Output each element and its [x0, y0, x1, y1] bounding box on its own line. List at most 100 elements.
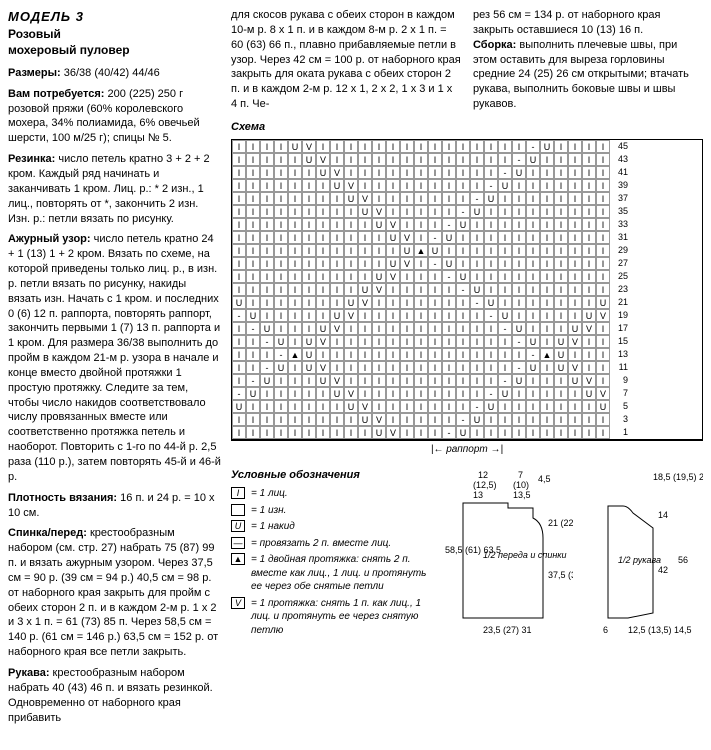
chart-cell: I — [372, 179, 386, 192]
chart-cell: I — [484, 283, 498, 296]
chart-cell: - — [526, 348, 540, 361]
chart-cell: I — [568, 387, 582, 400]
chart-cell: I — [232, 335, 246, 348]
chart-cell: I — [260, 179, 274, 192]
chart-cell: U — [288, 140, 302, 153]
chart-cell: V — [358, 400, 372, 413]
chart-cell: I — [484, 374, 498, 387]
chart-cell: I — [400, 166, 414, 179]
chart-cell: I — [498, 231, 512, 244]
chart-cell: I — [386, 140, 400, 153]
chart-cell: I — [246, 296, 260, 309]
chart-cell: I — [372, 257, 386, 270]
chart-cell: I — [582, 231, 596, 244]
chart-cell: I — [344, 153, 358, 166]
chart-cell: I — [526, 166, 540, 179]
chart-cell: I — [316, 244, 330, 257]
chart-cell: U — [526, 361, 540, 374]
chart-cell: - — [456, 283, 470, 296]
chart-cell: U — [344, 400, 358, 413]
chart-cell: V — [316, 335, 330, 348]
svg-text:56: 56 — [678, 555, 688, 565]
chart-cell: U — [232, 400, 246, 413]
chart-cell: I — [274, 140, 288, 153]
chart-cell: I — [414, 426, 428, 439]
chart-cell: I — [386, 153, 400, 166]
chart-cell: I — [386, 400, 400, 413]
chart-cell: V — [372, 413, 386, 426]
chart-cell: I — [288, 335, 302, 348]
chart-cell: I — [554, 413, 568, 426]
chart-cell: I — [442, 296, 456, 309]
chart-cell: I — [344, 244, 358, 257]
chart-cell: I — [526, 400, 540, 413]
chart-cell: I — [358, 348, 372, 361]
chart-cell: - — [484, 179, 498, 192]
chart-cell: U — [456, 270, 470, 283]
chart-cell: I — [470, 426, 484, 439]
chart-cell: U — [568, 322, 582, 335]
chart-cell: I — [596, 231, 610, 244]
chart-cell: I — [526, 322, 540, 335]
chart-cell: I — [372, 387, 386, 400]
chart-cell: I — [288, 231, 302, 244]
chart-cell: I — [372, 374, 386, 387]
chart-cell: I — [232, 283, 246, 296]
chart-cell: I — [526, 283, 540, 296]
chart-cell: I — [414, 205, 428, 218]
chart-cell: I — [596, 361, 610, 374]
chart-cell: I — [414, 218, 428, 231]
chart-cell: - — [470, 192, 484, 205]
chart-cell: I — [302, 166, 316, 179]
chart-cell: I — [400, 179, 414, 192]
chart-cell: I — [596, 244, 610, 257]
chart-cell: I — [358, 244, 372, 257]
chart-cell: I — [414, 140, 428, 153]
svg-text:18,5 (19,5) 20,5: 18,5 (19,5) 20,5 — [653, 472, 703, 482]
chart-cell: I — [428, 296, 442, 309]
chart-cell: I — [260, 348, 274, 361]
chart-cell: I — [582, 283, 596, 296]
chart-cell: I — [232, 140, 246, 153]
chart-cell: I — [274, 257, 288, 270]
chart-cell: I — [512, 387, 526, 400]
chart-cell: I — [442, 179, 456, 192]
chart-row-num: 23 — [610, 283, 628, 296]
chart-cell: U — [470, 283, 484, 296]
chart-cell: I — [526, 270, 540, 283]
chart-cell: I — [414, 413, 428, 426]
chart-cell: I — [302, 426, 316, 439]
chart-cell: I — [302, 231, 316, 244]
chart-cell: I — [330, 192, 344, 205]
chart-cell: I — [428, 153, 442, 166]
chart-cell: I — [456, 179, 470, 192]
legend-row: V= 1 протяжка: снять 1 п. как лиц., 1 ли… — [231, 597, 431, 638]
chart-row-num: 31 — [610, 231, 628, 244]
chart-cell: I — [596, 166, 610, 179]
chart-cell: I — [330, 296, 344, 309]
chart-cell: I — [260, 257, 274, 270]
chart-cell: U — [330, 387, 344, 400]
svg-text:37,5 (39) 40,5: 37,5 (39) 40,5 — [548, 570, 573, 580]
chart-cell: I — [260, 400, 274, 413]
chart-cell: I — [428, 192, 442, 205]
chart-cell: I — [428, 348, 442, 361]
chart-cell: I — [470, 140, 484, 153]
chart-cell: I — [358, 231, 372, 244]
chart-cell: I — [302, 283, 316, 296]
chart-cell: I — [428, 413, 442, 426]
lace: Ажурный узор: число петель кратно 24 + 1… — [8, 232, 221, 484]
chart-cell: I — [414, 231, 428, 244]
svg-text:12,5 (13,5) 14,5: 12,5 (13,5) 14,5 — [628, 625, 692, 635]
chart-cell: I — [582, 140, 596, 153]
chart-cell: I — [260, 309, 274, 322]
chart-cell: V — [344, 309, 358, 322]
chart-cell: I — [274, 426, 288, 439]
chart-cell: I — [442, 348, 456, 361]
chart-row-num: 1 — [610, 426, 628, 439]
chart-cell: I — [554, 244, 568, 257]
chart-cell: I — [428, 140, 442, 153]
chart-cell: I — [554, 283, 568, 296]
chart-cell: I — [526, 257, 540, 270]
chart-cell: I — [288, 270, 302, 283]
